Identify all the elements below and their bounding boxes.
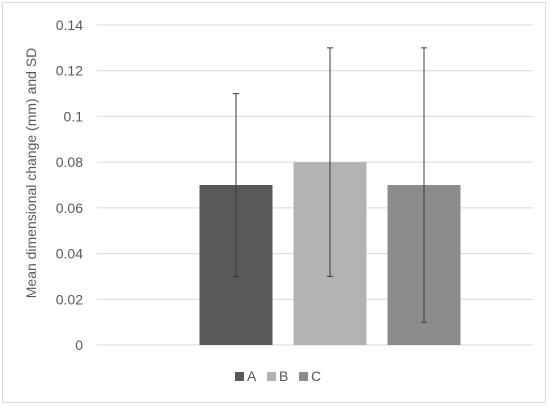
bar-chart: 0 0.02 0.04 0.06 0.08 0.1 0.12 0.14 Mean dimens…: [23, 17, 533, 384]
y-tick-label: 0.08: [56, 154, 83, 170]
error-bar-a: [233, 93, 239, 277]
chart-frame: 0 0.02 0.04 0.06 0.08 0.1 0.12 0.14 Mean dimens…: [2, 2, 546, 403]
legend-item-c: C: [299, 368, 321, 384]
y-tick-label: 0.04: [56, 246, 83, 262]
y-tick-label: 0.12: [56, 63, 83, 79]
error-bar-b: [327, 47, 333, 277]
legend: A B C: [235, 368, 321, 384]
legend-item-b: B: [267, 368, 288, 384]
legend-label: A: [247, 368, 257, 384]
y-tick-label: 0.1: [64, 108, 84, 124]
y-tick-label: 0.14: [56, 17, 83, 33]
legend-item-a: A: [235, 368, 257, 384]
legend-swatch: [235, 372, 244, 381]
legend-label: C: [311, 368, 321, 384]
y-tick-labels: 0 0.02 0.04 0.06 0.08 0.1 0.12 0.14: [56, 17, 83, 353]
legend-swatch: [299, 372, 308, 381]
error-bars: [233, 47, 427, 323]
y-tick-label: 0.06: [56, 200, 83, 216]
y-tick-label: 0.02: [56, 291, 83, 307]
legend-label: B: [279, 368, 288, 384]
y-tick-label: 0: [75, 337, 83, 353]
legend-swatch: [267, 372, 276, 381]
error-bar-c: [421, 47, 427, 323]
y-axis-title: Mean dimensional change (mm) and SD: [23, 48, 39, 299]
